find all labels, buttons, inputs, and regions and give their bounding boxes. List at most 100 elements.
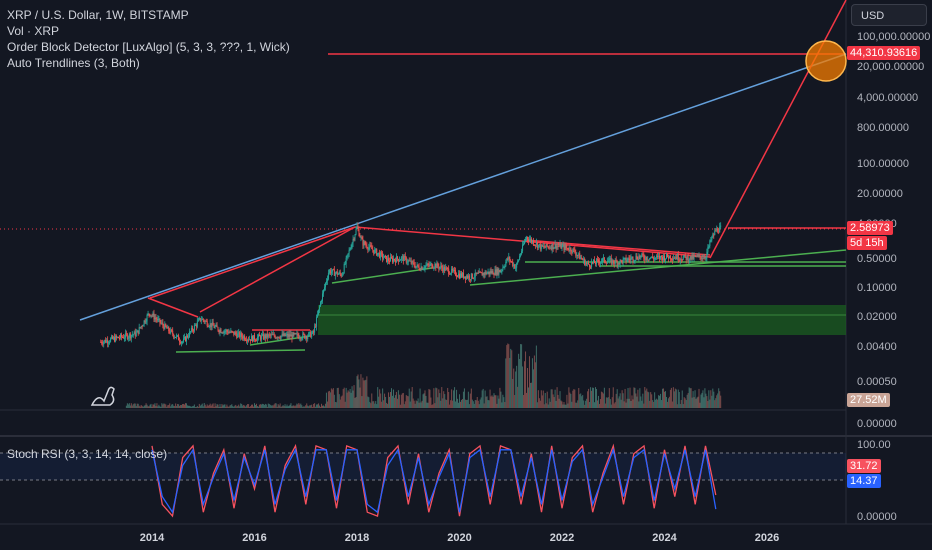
volume-bar bbox=[203, 403, 205, 408]
volume-bar bbox=[328, 390, 330, 408]
candle-body bbox=[579, 253, 581, 260]
candle-body bbox=[388, 258, 390, 261]
volume-bar bbox=[601, 392, 603, 408]
candle-body bbox=[348, 250, 350, 254]
candle-body bbox=[490, 271, 492, 274]
volume-bar bbox=[521, 344, 523, 408]
candle-body bbox=[254, 339, 256, 341]
candle-body bbox=[457, 276, 459, 278]
candle-body bbox=[487, 271, 489, 273]
volume-bar bbox=[483, 403, 485, 408]
volume-bar bbox=[609, 399, 611, 408]
volume-bar bbox=[438, 389, 440, 408]
projection-line[interactable] bbox=[709, 0, 847, 259]
candle-body bbox=[206, 320, 208, 327]
volume-bar bbox=[684, 398, 686, 408]
candle-body bbox=[720, 225, 722, 227]
candle-body bbox=[456, 275, 458, 277]
volume-bar bbox=[606, 397, 608, 408]
volume-bar bbox=[657, 399, 659, 408]
candle-body bbox=[194, 324, 196, 326]
candle-body bbox=[549, 247, 551, 249]
volume-bar bbox=[457, 398, 459, 408]
volume-bar bbox=[346, 392, 348, 408]
volume-bar bbox=[459, 401, 461, 408]
symbol-title[interactable]: XRP / U.S. Dollar, 1W, BITSTAMP bbox=[7, 8, 189, 22]
volume-bar bbox=[390, 392, 392, 408]
candle-body bbox=[459, 273, 461, 279]
candle-body bbox=[355, 228, 357, 235]
candle-body bbox=[341, 274, 343, 277]
long-trendline[interactable] bbox=[79, 53, 847, 321]
volume-bar bbox=[546, 391, 548, 408]
volume-bar bbox=[678, 392, 680, 408]
volume-bar bbox=[307, 405, 309, 408]
candle-body bbox=[623, 258, 625, 260]
candle-body bbox=[687, 256, 689, 262]
volume-bar bbox=[366, 376, 368, 408]
candle-body bbox=[473, 277, 475, 279]
volume-bar bbox=[194, 406, 196, 408]
order-block-legend[interactable]: Order Block Detector [LuxAlgo] (5, 3, 3,… bbox=[7, 40, 290, 54]
candle-body bbox=[116, 336, 118, 338]
volume-bar bbox=[158, 404, 160, 408]
price-axis[interactable]: 100,000.00000 20,000.00000 4,000.00000 800.… bbox=[857, 31, 930, 523]
volume-bar bbox=[208, 404, 210, 408]
volume-bar bbox=[570, 393, 572, 408]
candle-body bbox=[318, 309, 320, 315]
candle-body bbox=[578, 253, 580, 256]
candle-body bbox=[117, 336, 119, 338]
volume-bar bbox=[236, 406, 238, 408]
time-axis[interactable]: 2014 2016 2018 2020 2022 2024 2026 bbox=[140, 532, 779, 544]
volume-bar bbox=[436, 388, 438, 408]
currency-selector[interactable]: USD bbox=[851, 4, 927, 26]
candle-body bbox=[567, 248, 569, 250]
volume-bars bbox=[125, 343, 722, 408]
stoch-rsi-legend[interactable]: Stoch RSI (3, 3, 14, 14, close) bbox=[7, 447, 168, 461]
candle-body bbox=[505, 261, 507, 267]
candle-body bbox=[146, 315, 148, 322]
candle-body bbox=[121, 337, 123, 339]
candle-body bbox=[289, 334, 291, 337]
candle-body bbox=[230, 330, 232, 333]
candle-body bbox=[205, 320, 207, 322]
volume-bar bbox=[418, 402, 420, 408]
candle-body bbox=[715, 230, 717, 232]
volume-legend[interactable]: Vol · XRP bbox=[7, 24, 60, 38]
volume-bar bbox=[470, 388, 472, 408]
candle-body bbox=[220, 329, 222, 333]
candle-body bbox=[364, 241, 366, 245]
candle-body bbox=[269, 334, 271, 336]
volume-bar bbox=[706, 396, 708, 408]
tradingview-logo[interactable] bbox=[90, 386, 115, 406]
volume-bar bbox=[272, 405, 274, 408]
candle-body bbox=[561, 245, 563, 249]
target-circle-marker[interactable] bbox=[805, 40, 847, 82]
candle-body bbox=[631, 257, 633, 259]
volume-bar bbox=[391, 395, 393, 408]
volume-bar bbox=[555, 400, 557, 408]
volume-bar bbox=[639, 388, 641, 408]
trendline-legend[interactable]: Auto Trendlines (3, Both) bbox=[7, 56, 140, 70]
volume-bar bbox=[373, 401, 375, 408]
candle-body bbox=[448, 268, 450, 274]
volume-bar bbox=[221, 404, 223, 408]
support-segment bbox=[331, 267, 433, 284]
candle-body bbox=[492, 270, 494, 275]
candle-body bbox=[398, 260, 400, 262]
volume-bar bbox=[492, 396, 494, 408]
volume-bar bbox=[527, 387, 529, 408]
volume-bar bbox=[644, 387, 646, 408]
candle-body bbox=[153, 313, 155, 320]
volume-bar bbox=[460, 399, 462, 408]
volume-bar bbox=[131, 405, 133, 408]
volume-bar bbox=[321, 403, 323, 408]
volume-bar bbox=[386, 402, 388, 408]
volume-bar bbox=[544, 393, 546, 408]
volume-bar bbox=[148, 406, 150, 408]
candle-body bbox=[649, 257, 651, 260]
candle-body bbox=[123, 337, 125, 339]
candle-body bbox=[166, 326, 168, 329]
candle-body bbox=[673, 258, 675, 260]
